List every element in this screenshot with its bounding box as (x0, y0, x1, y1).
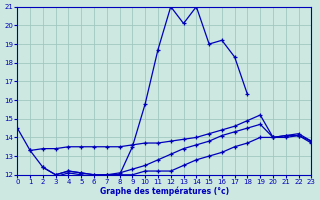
X-axis label: Graphe des températures (°c): Graphe des températures (°c) (100, 186, 229, 196)
